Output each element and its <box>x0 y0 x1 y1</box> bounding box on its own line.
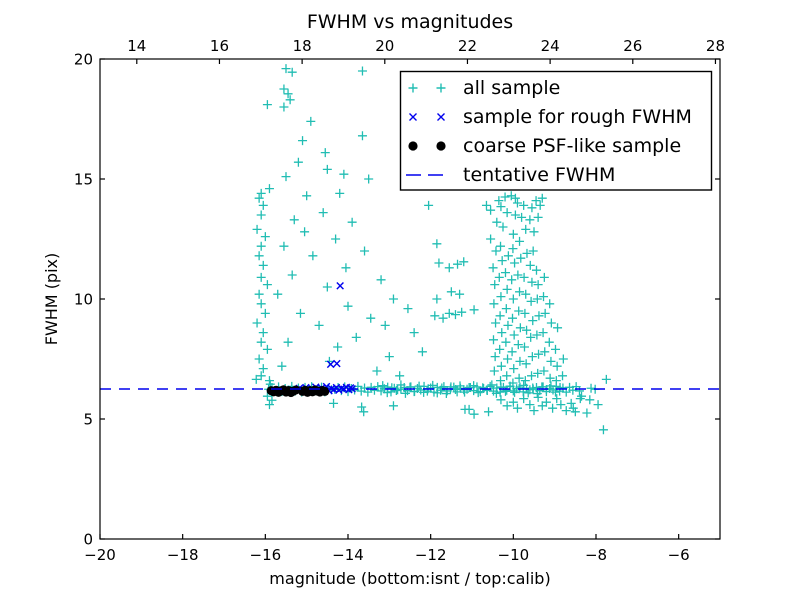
tick-label: 14 <box>127 37 146 55</box>
tick-label: 0 <box>83 531 93 549</box>
legend-x-marker-icon <box>409 113 445 121</box>
tick-label: −8 <box>585 546 607 564</box>
tick-label: −16 <box>250 546 282 564</box>
legend-box <box>399 70 713 191</box>
tick-label: 5 <box>83 411 93 429</box>
tick-label: 22 <box>458 37 477 55</box>
tick-label: 20 <box>74 51 93 69</box>
legend-label-tentative-fwhm: tentative FWHM <box>463 164 615 186</box>
tick-label: 26 <box>623 37 642 55</box>
series-x <box>295 282 356 395</box>
tick-label: 28 <box>706 37 725 55</box>
axis-ticks: −20 −18 −16 −14 −12 −10 −8 −6 14 16 18 20 22 24 26 28 0 5… <box>74 37 725 564</box>
plot-title: FWHM vs magnitudes <box>307 11 513 33</box>
tick-label: 18 <box>293 37 312 55</box>
y-axis-label: FWHM (pix) <box>42 253 61 346</box>
plot-border <box>99 58 721 540</box>
legend-label-all-sample: all sample <box>463 77 560 99</box>
x-axis-label: magnitude (bottom:isnt / top:calib) <box>269 569 550 588</box>
tick-label: −20 <box>84 546 116 564</box>
tick-label: 16 <box>210 37 229 55</box>
series-dot <box>266 385 330 398</box>
tick-label: −6 <box>668 546 690 564</box>
legend-dot-marker-icon <box>408 141 418 151</box>
tick-label: 24 <box>541 37 560 55</box>
tick-label: −10 <box>498 546 530 564</box>
tick-label: −14 <box>332 546 364 564</box>
legend-label-rough-fwhm: sample for rough FWHM <box>463 106 692 128</box>
legend-plus-marker-icon <box>408 83 446 93</box>
tick-label: −12 <box>415 546 447 564</box>
legend: all sample sample for rough FWHM coarse … <box>399 70 713 191</box>
legend-label-psf-sample: coarse PSF-like sample <box>463 135 681 157</box>
tick-label: 15 <box>74 171 93 189</box>
legend-dot-marker2-icon <box>436 141 446 151</box>
tick-label: −18 <box>167 546 199 564</box>
tick-label: 20 <box>375 37 394 55</box>
tick-label: 10 <box>74 291 93 309</box>
